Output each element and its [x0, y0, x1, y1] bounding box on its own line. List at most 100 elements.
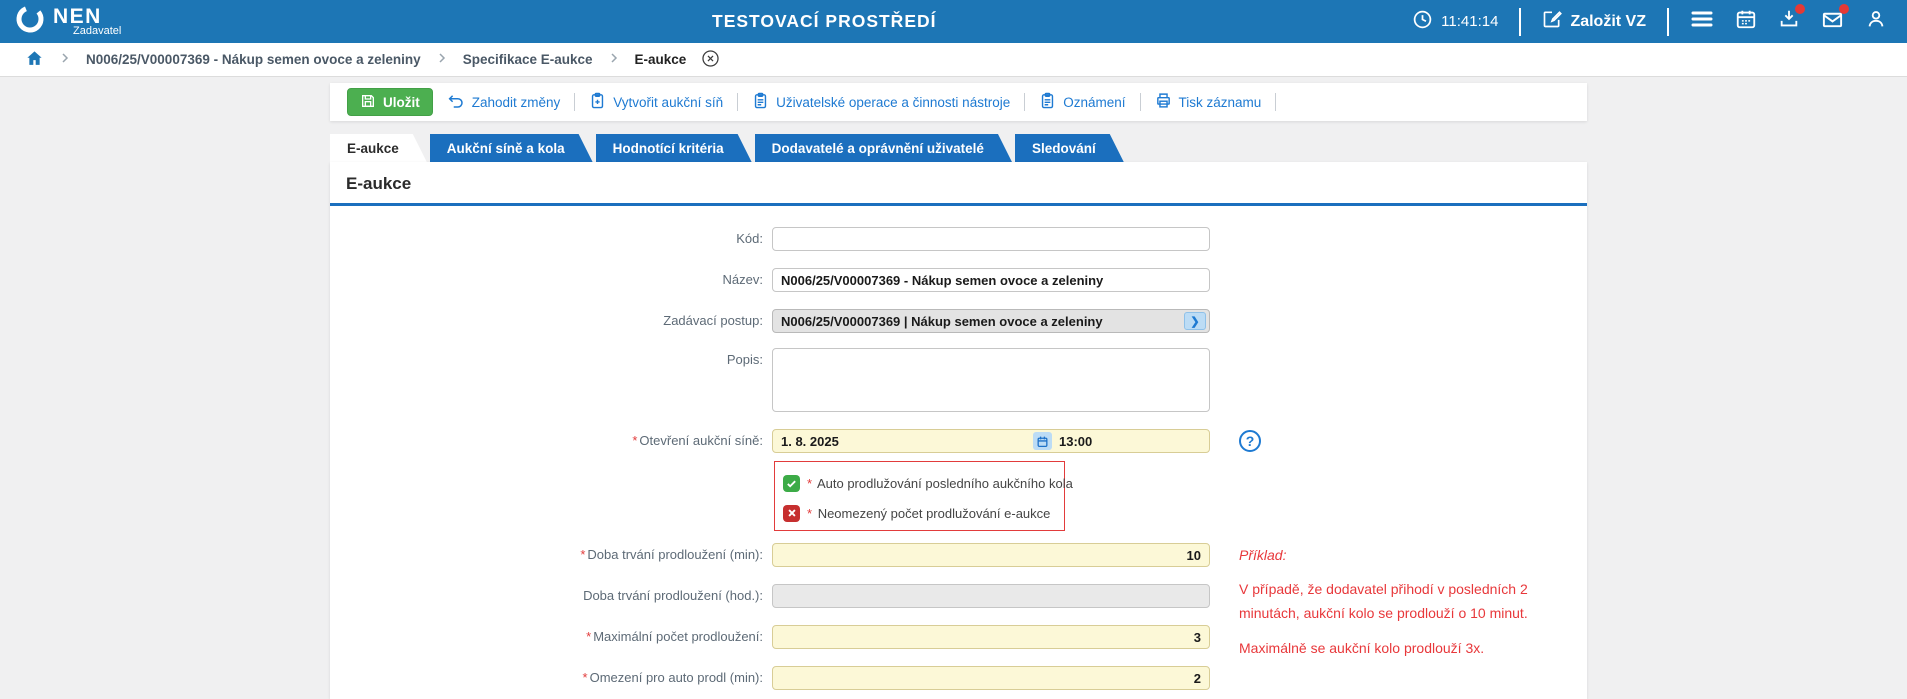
nazev-label: Název:: [722, 272, 763, 287]
clipboard-icon: [752, 92, 769, 112]
form-row-popis: Popis:: [330, 348, 1210, 412]
doba-hod-label: Doba trvání prodloužení (hod.):: [583, 588, 763, 603]
checkbox-unchecked-icon[interactable]: [783, 504, 800, 522]
clipboard-icon: [1039, 92, 1056, 112]
print-record-label: Tisk záznamu: [1178, 94, 1262, 110]
form-row-doba-hod: Doba trvání prodloužení (hod.):: [330, 584, 1210, 608]
notifications-label: Oznámení: [1063, 94, 1126, 110]
max-pocet-label: * Maximální počet prodloužení:: [586, 629, 763, 644]
breadcrumb-chevron-icon: [608, 52, 620, 67]
form-row-doba-min: * Doba trvání prodloužení (min): 10: [330, 543, 1210, 567]
omezeni-input[interactable]: 2: [772, 666, 1210, 690]
otevreni-label: * Otevření aukční síně:: [632, 433, 763, 448]
help-icon[interactable]: ?: [1239, 430, 1261, 452]
zadavaci-postup-field[interactable]: N006/25/V00007369 | Nákup semen ovoce a …: [772, 309, 1210, 333]
form-row-kod: Kód:: [330, 227, 1210, 251]
toolbar-divider: [1139, 93, 1141, 111]
example-title: Příklad:: [1239, 547, 1287, 563]
create-vz-button[interactable]: Založit VZ: [1542, 9, 1646, 34]
nen-logo-icon: [14, 3, 46, 40]
nen-logo[interactable]: NEN Zadavatel: [14, 3, 121, 40]
mail-notification-badge: [1839, 3, 1849, 14]
neomezeny-pocet-label: * Neomezený počet prodlužování e-aukce: [807, 505, 1051, 521]
downloads-button[interactable]: [1778, 4, 1805, 35]
form-row-otevreni: * Otevření aukční síně: 1. 8. 2025 13:00: [330, 429, 1210, 453]
auto-extension-group: * Auto prodlužování posledního aukčního …: [774, 461, 1073, 531]
printer-icon: [1155, 92, 1172, 112]
otevreni-datetime-field[interactable]: 1. 8. 2025 13:00: [772, 429, 1210, 453]
topbar-divider: [1667, 7, 1669, 36]
page-title: E-aukce: [346, 174, 412, 193]
otevreni-date-value[interactable]: 1. 8. 2025: [781, 433, 839, 449]
calendar-icon: [1735, 8, 1757, 35]
open-reference-button[interactable]: ❯: [1184, 312, 1206, 330]
form-row-max-pocet: * Maximální počet prodloužení: 3: [330, 625, 1210, 649]
discard-changes-button[interactable]: Zahodit změny: [447, 92, 561, 113]
nazev-input[interactable]: N006/25/V00007369 - Nákup semen ovoce a …: [772, 268, 1210, 292]
kod-label: Kód:: [736, 231, 763, 246]
menu-button[interactable]: [1690, 7, 1714, 36]
logo-subtitle: Zadavatel: [73, 24, 122, 37]
hamburger-icon: [1690, 7, 1714, 36]
user-profile-button[interactable]: [1865, 8, 1887, 35]
download-notification-badge: [1795, 4, 1805, 14]
example-line-3: Maximálně se aukční kolo prodlouží 3x.: [1239, 640, 1485, 656]
notifications-button[interactable]: Oznámení: [1039, 92, 1126, 112]
calendar-button[interactable]: [1735, 8, 1757, 35]
home-icon[interactable]: [25, 49, 44, 71]
toolbar-divider: [737, 93, 739, 111]
popis-label: Popis:: [726, 352, 763, 367]
action-toolbar: Uložit Zahodit změny Vytvořit aukční síň…: [330, 83, 1587, 121]
topbar-divider: [1519, 7, 1522, 36]
tab-sledovani[interactable]: Sledování: [1015, 134, 1124, 162]
form-row-nazev: Název: N006/25/V00007369 - Nákup semen o…: [330, 268, 1210, 292]
otevreni-time-value[interactable]: 13:00: [1059, 433, 1093, 449]
close-icon[interactable]: [701, 49, 720, 71]
auto-prodluzovani-label: * Auto prodlužování posledního aukčního …: [807, 475, 1073, 491]
person-icon: [1865, 8, 1887, 35]
mail-icon: [1821, 8, 1844, 36]
example-line-2: minutách, aukční kolo se prodlouží o 10 …: [1239, 605, 1528, 621]
breadcrumb-chevron-icon: [436, 52, 448, 67]
clipboard-plus-icon: [589, 92, 606, 112]
breadcrumb-item-current: E-aukce: [634, 52, 687, 67]
breadcrumb: N006/25/V00007369 - Nákup semen ovoce a …: [0, 43, 1907, 77]
breadcrumb-item-specification[interactable]: Specifikace E-aukce: [462, 52, 593, 67]
max-pocet-input[interactable]: 3: [772, 625, 1210, 649]
kod-input[interactable]: [772, 227, 1210, 251]
breadcrumb-chevron-icon: [59, 52, 71, 67]
save-button[interactable]: Uložit: [347, 88, 433, 116]
doba-min-label: * Doba trvání prodloužení (min):: [580, 547, 763, 562]
tab-dodavatele-a-opravneni-uzivatele[interactable]: Dodavatelé a oprávnění uživatelé: [755, 134, 1012, 162]
save-button-label: Uložit: [383, 94, 420, 110]
messages-button[interactable]: [1821, 3, 1849, 36]
checkbox-checked-icon[interactable]: [783, 474, 800, 492]
doba-min-input[interactable]: 10: [772, 543, 1210, 567]
tab-e-aukce[interactable]: E-aukce: [330, 134, 427, 162]
download-icon: [1778, 8, 1800, 35]
tab-aukcni-sine-a-kola[interactable]: Aukční síně a kola: [430, 134, 593, 162]
auto-prodluzovani-checkbox-row[interactable]: * Auto prodlužování posledního aukčního …: [783, 474, 1073, 492]
required-mark: *: [632, 433, 638, 448]
neomezeny-pocet-checkbox-row[interactable]: * Neomezený počet prodlužování e-aukce: [783, 504, 1050, 522]
undo-icon: [447, 92, 465, 113]
breadcrumb-item-procedure[interactable]: N006/25/V00007369 - Nákup semen ovoce a …: [86, 52, 421, 67]
print-record-button[interactable]: Tisk záznamu: [1155, 92, 1262, 112]
create-auction-room-button[interactable]: Vytvořit aukční síň: [589, 92, 723, 112]
toolbar-divider: [1275, 93, 1277, 111]
tab-hodnotici-kriteria[interactable]: Hodnotící kritéria: [596, 134, 752, 162]
section-underline: [330, 203, 1587, 206]
discard-changes-label: Zahodit změny: [471, 94, 561, 110]
date-picker-icon[interactable]: [1033, 432, 1052, 450]
user-operations-button[interactable]: Uživatelské operace a činnosti nástroje: [752, 92, 1010, 112]
popis-textarea[interactable]: [772, 348, 1210, 412]
environment-title: TESTOVACÍ PROSTŘEDÍ: [712, 11, 937, 31]
user-operations-label: Uživatelské operace a činnosti nástroje: [776, 94, 1011, 110]
doba-hod-input: [772, 584, 1210, 608]
clock-icon: [1412, 9, 1433, 35]
clock-display: 11:41:14: [1412, 9, 1498, 35]
zadavaci-postup-label: Zadávací postup:: [663, 313, 763, 328]
zadavaci-postup-value: N006/25/V00007369 | Nákup semen ovoce a …: [781, 313, 1103, 329]
tab-bar: E-aukce Aukční síně a kola Hodnotící kri…: [330, 134, 1127, 162]
form-row-omezeni: * Omezení pro auto prodl (min): 2: [330, 666, 1210, 690]
